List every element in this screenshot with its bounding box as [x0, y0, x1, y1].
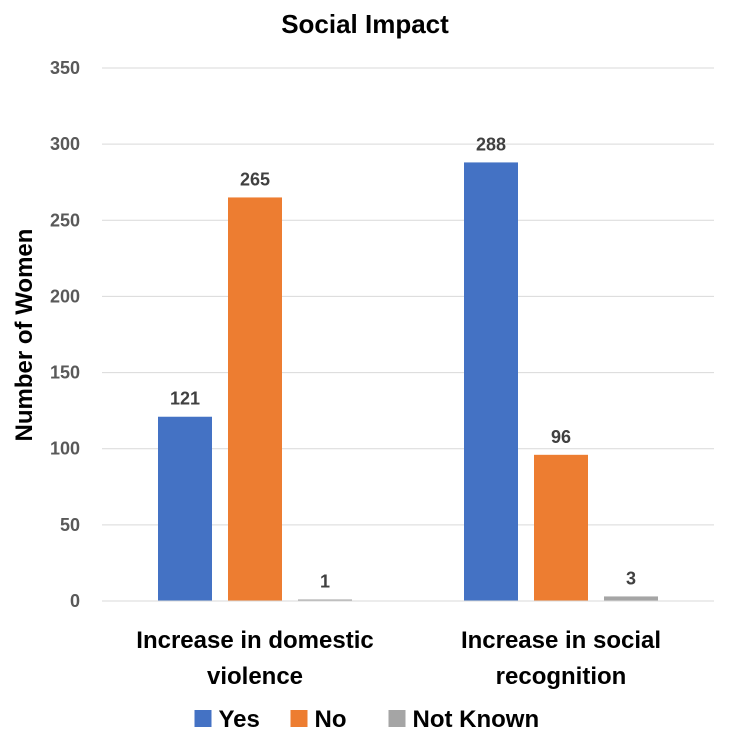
y-tick-label: 250 — [50, 210, 80, 230]
legend-label: Not Known — [413, 706, 540, 733]
legend-label: No — [315, 706, 347, 733]
category-labels: Increase in domestic violence Increase in … — [136, 627, 661, 690]
y-tick-label: 100 — [50, 439, 80, 459]
data-label: 288 — [476, 134, 506, 154]
category-label: Increase in domestic violence — [136, 627, 373, 690]
bar-yes-1 — [464, 162, 518, 601]
bar-not-known-0 — [298, 599, 352, 601]
data-label: 96 — [551, 427, 571, 447]
category-label: Increase in social recognition — [461, 627, 661, 690]
chart-title: Social Impact — [281, 9, 449, 39]
legend-item-no: No — [290, 706, 347, 733]
data-label: 1 — [320, 571, 330, 591]
bar-yes-0 — [158, 416, 212, 601]
bars — [158, 162, 658, 601]
legend-label: Yes — [219, 706, 260, 733]
data-label: 265 — [240, 169, 270, 189]
data-label: 121 — [170, 389, 200, 409]
legend-swatch — [388, 710, 406, 727]
y-tick-label: 0 — [70, 591, 80, 611]
legend-item-yes: Yes — [194, 706, 260, 733]
bar-not-known-1 — [604, 596, 658, 601]
legend-swatch — [290, 710, 308, 727]
legend-swatch — [194, 710, 212, 727]
legend: Yes No Not Known — [194, 706, 540, 733]
y-tick-label: 50 — [60, 515, 80, 535]
bar-no-1 — [534, 454, 588, 601]
data-labels: 121 265 1 288 96 3 — [170, 134, 636, 591]
y-tick-label: 300 — [50, 134, 80, 154]
y-tick-label: 150 — [50, 363, 80, 383]
y-tick-label: 200 — [50, 286, 80, 306]
y-tick-label: 350 — [50, 58, 80, 78]
y-axis-title: Number of Women — [11, 229, 38, 442]
legend-item-not-known: Not Known — [388, 706, 540, 733]
bar-no-0 — [228, 197, 282, 601]
data-label: 3 — [626, 568, 636, 588]
y-axis-ticks: 0 50 100 150 200 250 300 350 — [50, 58, 80, 611]
